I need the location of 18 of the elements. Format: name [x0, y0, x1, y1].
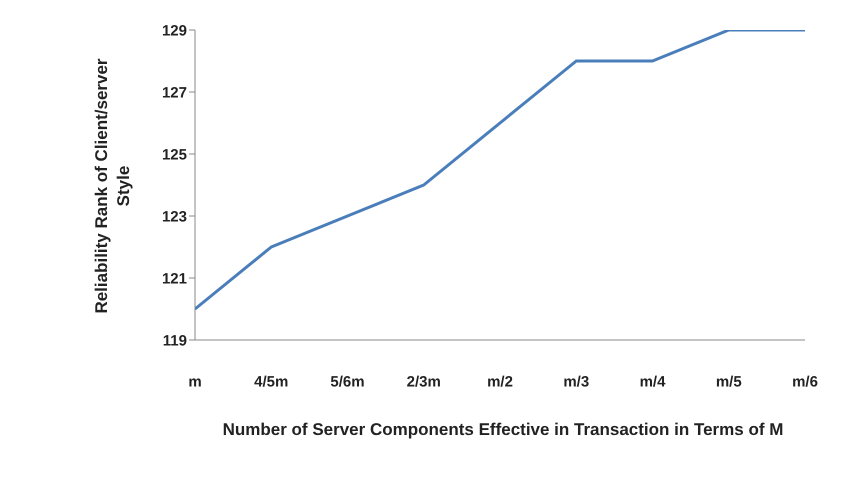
x-tick-label: m/2 [487, 374, 513, 391]
y-axis-title: Reliability Rank of Client/server Style [91, 57, 134, 316]
x-tick-label: 2/3m [406, 374, 441, 391]
y-tick-label: 129 [162, 22, 187, 40]
x-tick-label: m/6 [792, 374, 818, 391]
x-tick-label: m/3 [563, 374, 590, 391]
x-tick-label: 5/6m [330, 374, 365, 391]
y-tick-label: 119 [162, 332, 187, 350]
x-tick-label: 4/5m [254, 374, 288, 391]
x-tick-label: m/5 [716, 374, 742, 391]
y-tick-label: 121 [162, 270, 187, 288]
x-axis-title: Number of Server Components Effective in Transaction in Terms of M [222, 419, 784, 441]
y-tick-label: 123 [162, 208, 187, 226]
x-tick-label: m [188, 374, 202, 391]
line-series [195, 30, 805, 310]
x-tick-label: m/4 [640, 374, 666, 391]
y-tick-label: 127 [162, 84, 187, 102]
y-tick-label: 125 [162, 146, 187, 164]
